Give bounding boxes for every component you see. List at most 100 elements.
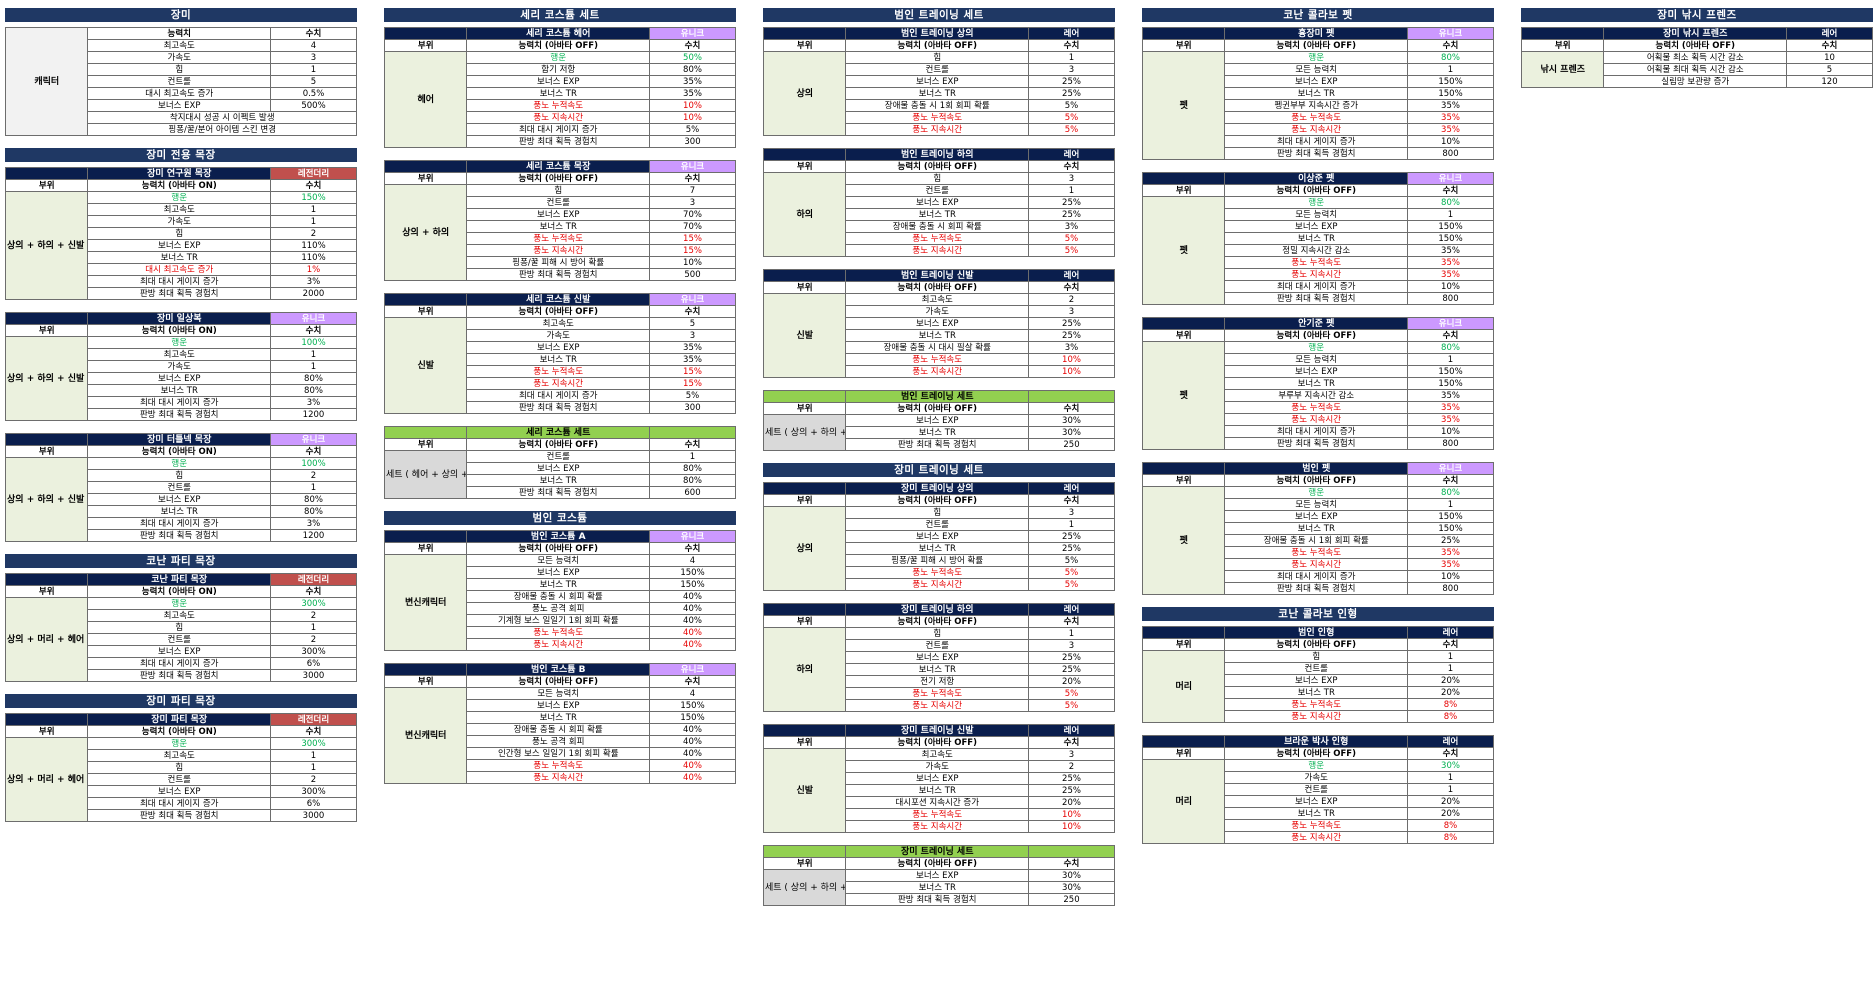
stat-name: 보너스 EXP <box>845 414 1029 427</box>
stat-name: 힘 <box>845 506 1029 519</box>
stat-name: 대시 최고속도 증가 <box>87 263 271 276</box>
stat-name: 모든 능력치 <box>1224 498 1408 511</box>
table-row: 모든 능력치 1 <box>1143 498 1494 511</box>
stat-header: 능력치 (아바타 OFF) <box>1224 638 1408 651</box>
grade-badge: 레어 <box>1028 724 1115 737</box>
stat-name: 보너스 EXP <box>466 75 650 88</box>
grade-badge: 레어 <box>1407 626 1494 639</box>
part-header: 부위 <box>1520 39 1605 52</box>
stat-value: 10% <box>1407 135 1494 148</box>
table-row: 풍노 누적속도 40% <box>385 626 736 639</box>
section-title: 세리 코스튬 세트 <box>384 8 736 22</box>
stat-name: 컨트롤 <box>845 518 1029 531</box>
stat-value: 40% <box>649 759 736 772</box>
stat-name: 보너스 EXP <box>466 341 650 354</box>
item-name: 범인 트레이닝 신발 <box>845 269 1029 282</box>
stat-name: 정밀 지속시간 감소 <box>1224 244 1408 257</box>
table-row: 가속도 1 <box>1143 771 1494 784</box>
stat-value: 7 <box>649 184 736 197</box>
part-cell: 상의 + 머리 + 헤어 + 하의 + 신발 + 손 <box>4 737 89 822</box>
stat-name: 행운 <box>87 191 271 204</box>
table-row: 판방 최대 획득 경험치 2000 <box>6 287 357 300</box>
table-row: 하의 힘 1 <box>762 627 1115 712</box>
item-name: 세리 코스튬 목장 <box>466 160 650 173</box>
stat-name: 보너스 TR <box>87 251 271 264</box>
table-row: 보너스 TR 70% <box>385 220 736 233</box>
stat-name: 최대 대시 게이지 증가 <box>1224 425 1408 438</box>
grade-badge: 유니크 <box>649 663 736 676</box>
table-row: 상의 + 머리 + 헤어 + 하의 + 신발 + 손행운300% <box>4 597 357 682</box>
stat-name: 부루부 지속시간 감소 <box>1224 389 1408 402</box>
stat-value: 35% <box>1407 401 1494 414</box>
item-name: 장미 트레이닝 세트 <box>845 845 1029 858</box>
blank-cell <box>4 573 89 586</box>
stat-value: 35% <box>649 353 736 366</box>
table-row: 상의 + 하의 + 신발 + 손행운100% <box>4 336 357 421</box>
stat-name: 최고속도 <box>87 609 271 622</box>
table-row: 판방 최대 획득 경험치 250 <box>764 893 1115 906</box>
table-row: 판방 최대 획득 경험치 800 <box>1143 582 1494 595</box>
stat-header: 능력치 (아바타 OFF) <box>466 542 650 555</box>
stat-value: 150% <box>1407 87 1494 100</box>
stat-name: 가속도 <box>466 329 650 342</box>
stat-value: 40% <box>649 602 736 615</box>
stat-name: 풍노 지속시간 <box>845 123 1029 136</box>
item-name: 장미 낚시 프렌즈 <box>1603 27 1787 40</box>
stat-value: 300% <box>270 597 357 610</box>
section-title: 범인 코스튬 <box>384 511 736 525</box>
stat-name: 기계형 보스 일일기 1회 회피 확률 <box>466 614 650 627</box>
section-header: 세리 코스튬 세트 <box>384 8 736 22</box>
stat-name: 풍노 지속시간 <box>845 365 1029 378</box>
stat-value: 1 <box>270 348 357 361</box>
value-header: 수치 <box>1028 281 1115 294</box>
blank-cell <box>4 312 89 325</box>
stat-name: 행운 <box>87 597 271 610</box>
stat-table: 캐릭터 능력치 수치 최고속도 4 가속도 3 힘 1 컨트롤 5 대시 최고속도 증가 0.5% 보너스… <box>4 27 357 136</box>
stat-value: 800 <box>1407 437 1494 450</box>
stat-value: 35% <box>1407 256 1494 269</box>
stat-value: 1 <box>1407 63 1494 76</box>
stat-name: 보너스 EXP <box>87 99 271 112</box>
stat-name: 판방 최대 획득 경험치 <box>87 408 271 421</box>
stat-value: 3% <box>1028 220 1115 233</box>
stat-value: 800 <box>1407 147 1494 160</box>
stat-name: 최대 대시 게이지 증가 <box>87 657 271 670</box>
part-header: 부위 <box>383 172 468 185</box>
table-row: 풍노 지속시간 40% <box>385 771 736 784</box>
part-header: 부위 <box>4 585 89 598</box>
stat-name: 행운 <box>87 336 271 349</box>
stat-value: 3 <box>1028 305 1115 318</box>
grade-badge: 레어 <box>1028 148 1115 161</box>
stat-value: 80% <box>649 63 736 76</box>
table-row: 풍노 지속시간 10% <box>764 365 1115 378</box>
stat-value: 25% <box>1407 534 1494 547</box>
stat-value: 80% <box>1407 51 1494 64</box>
stat-value: 8% <box>1407 831 1494 844</box>
blank-cell <box>1141 626 1226 639</box>
table-row: 펫 행운 80% <box>1141 196 1494 305</box>
stat-name: 행운 <box>1224 196 1408 209</box>
stat-value: 10 <box>1786 51 1873 64</box>
stat-value: 35% <box>1407 244 1494 257</box>
stat-value: 2 <box>270 633 357 646</box>
part-cell: 변신캐릭터 <box>383 687 468 784</box>
stat-name: 힘 <box>845 627 1029 640</box>
stat-value: 20% <box>1407 686 1494 699</box>
stat-value: 80% <box>270 384 357 397</box>
part-cell: 상의 + 하의 + 신발 + 손 <box>4 457 89 542</box>
stat-name: 최고속도 <box>466 317 650 330</box>
value-header: 수치 <box>270 324 357 337</box>
part-cell: 상의 <box>762 506 847 591</box>
table-row: 풍노 누적속도 35% <box>1143 546 1494 559</box>
stat-name: 행운 <box>466 51 650 64</box>
stat-value: 1 <box>1028 184 1115 197</box>
stat-value: 70% <box>649 208 736 221</box>
stat-value: 35% <box>649 75 736 88</box>
table-row: 하의 힘 3 <box>762 172 1115 257</box>
stat-value: 500% <box>270 99 357 112</box>
stat-value: 3 <box>1028 748 1115 761</box>
stat-value: 25% <box>1028 329 1115 342</box>
stat-name: 보너스 EXP <box>845 196 1029 209</box>
part-cell: 하의 <box>762 627 847 712</box>
blank-cell <box>649 426 736 439</box>
